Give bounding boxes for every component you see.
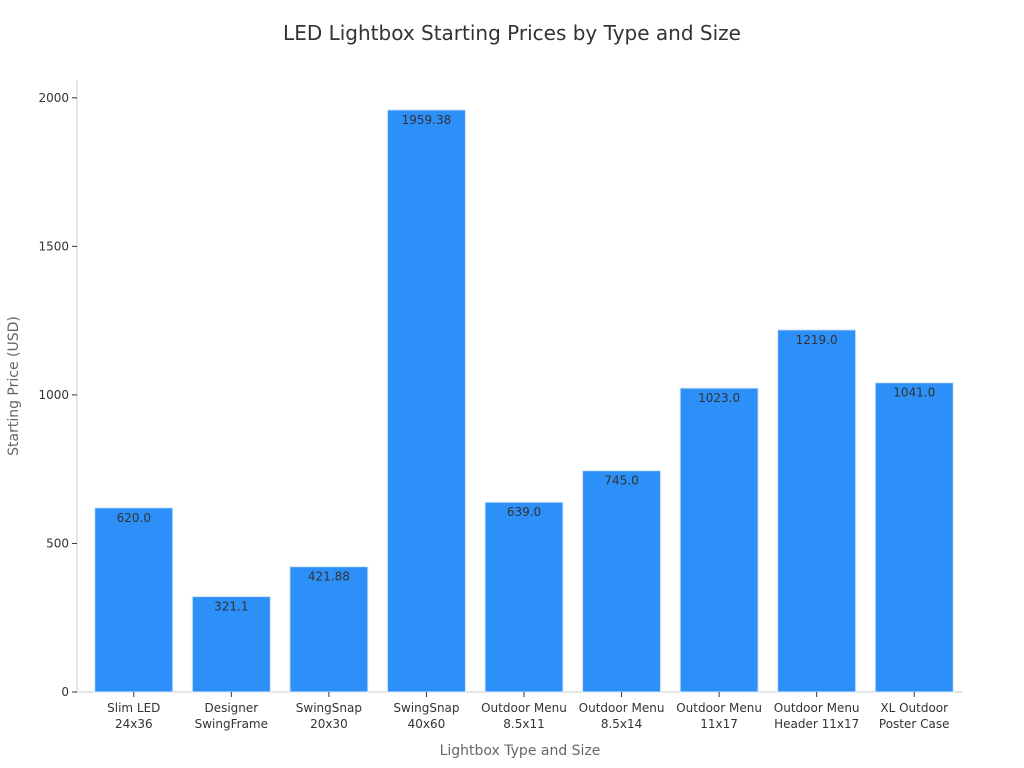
y-tick-label: 500	[46, 536, 69, 550]
x-tick-label: Outdoor Menu 8.5x11	[481, 701, 567, 731]
data-label: 639.0	[507, 505, 541, 519]
y-tick-label: 1000	[38, 388, 69, 402]
x-tick-label-line: SwingFrame	[195, 717, 268, 731]
x-tick-label-line: Slim LED	[107, 701, 160, 715]
chart-title: LED Lightbox Starting Prices by Type and…	[283, 21, 741, 45]
bar	[582, 470, 662, 693]
plot-area: 0 500 1000 1500 2000 620.0 Slim LED 24x36 321.1 D…	[38, 80, 963, 731]
x-tick-label-line: Outdoor Menu	[774, 701, 860, 715]
bar	[191, 596, 271, 693]
data-label: 1023.0	[698, 391, 740, 405]
bar	[289, 566, 369, 693]
data-label: 1219.0	[796, 333, 838, 347]
data-label: 321.1	[214, 600, 248, 614]
x-tick-label: Outdoor Menu 11x17	[676, 701, 762, 731]
x-tick-label: SwingSnap 20x30	[296, 701, 362, 731]
x-tick-label-line: Outdoor Menu	[676, 701, 762, 715]
x-tick-label-line: SwingSnap	[296, 701, 362, 715]
x-tick-label-line: 8.5x14	[601, 717, 642, 731]
bar	[874, 382, 954, 693]
x-tick-label-line: Outdoor Menu	[481, 701, 567, 715]
x-tick-label-line: 24x36	[115, 717, 153, 731]
x-tick-label: Outdoor Menu 8.5x14	[579, 701, 665, 731]
bar	[679, 387, 759, 693]
x-tick-label-line: XL Outdoor	[880, 701, 948, 715]
x-tick-label-line: Poster Case	[879, 717, 950, 731]
x-tick-label-line: Header 11x17	[774, 717, 859, 731]
bar	[484, 501, 564, 693]
x-tick-label-line: Outdoor Menu	[579, 701, 665, 715]
y-axis-label: Starting Price (USD)	[6, 316, 22, 456]
bar	[94, 507, 174, 693]
x-tick-label-line: SwingSnap	[393, 701, 459, 715]
y-tick-label: 1500	[38, 239, 69, 253]
data-label: 1041.0	[893, 386, 935, 400]
x-axis-label: Lightbox Type and Size	[440, 743, 601, 759]
x-tick-label-line: 20x30	[310, 717, 348, 731]
x-tick-label: XL Outdoor Poster Case	[879, 701, 950, 731]
x-tick-label-line: 8.5x11	[503, 717, 544, 731]
data-label: 745.0	[604, 474, 638, 488]
x-tick-label-line: 11x17	[700, 717, 738, 731]
bar	[777, 329, 857, 693]
data-label: 1959.38	[402, 113, 452, 127]
x-tick-label: SwingSnap 40x60	[393, 701, 459, 731]
y-tick-label: 0	[61, 685, 69, 699]
x-tick-label: Outdoor Menu Header 11x17	[774, 701, 860, 731]
x-tick-label-line: Designer	[204, 701, 258, 715]
y-tick-label: 2000	[38, 91, 69, 105]
data-label: 620.0	[117, 511, 151, 525]
bar	[386, 109, 466, 693]
x-tick-label-line: 40x60	[408, 717, 446, 731]
data-label: 421.88	[308, 570, 350, 584]
x-tick-label: Designer SwingFrame	[195, 701, 268, 731]
x-tick-label: Slim LED 24x36	[107, 701, 160, 731]
